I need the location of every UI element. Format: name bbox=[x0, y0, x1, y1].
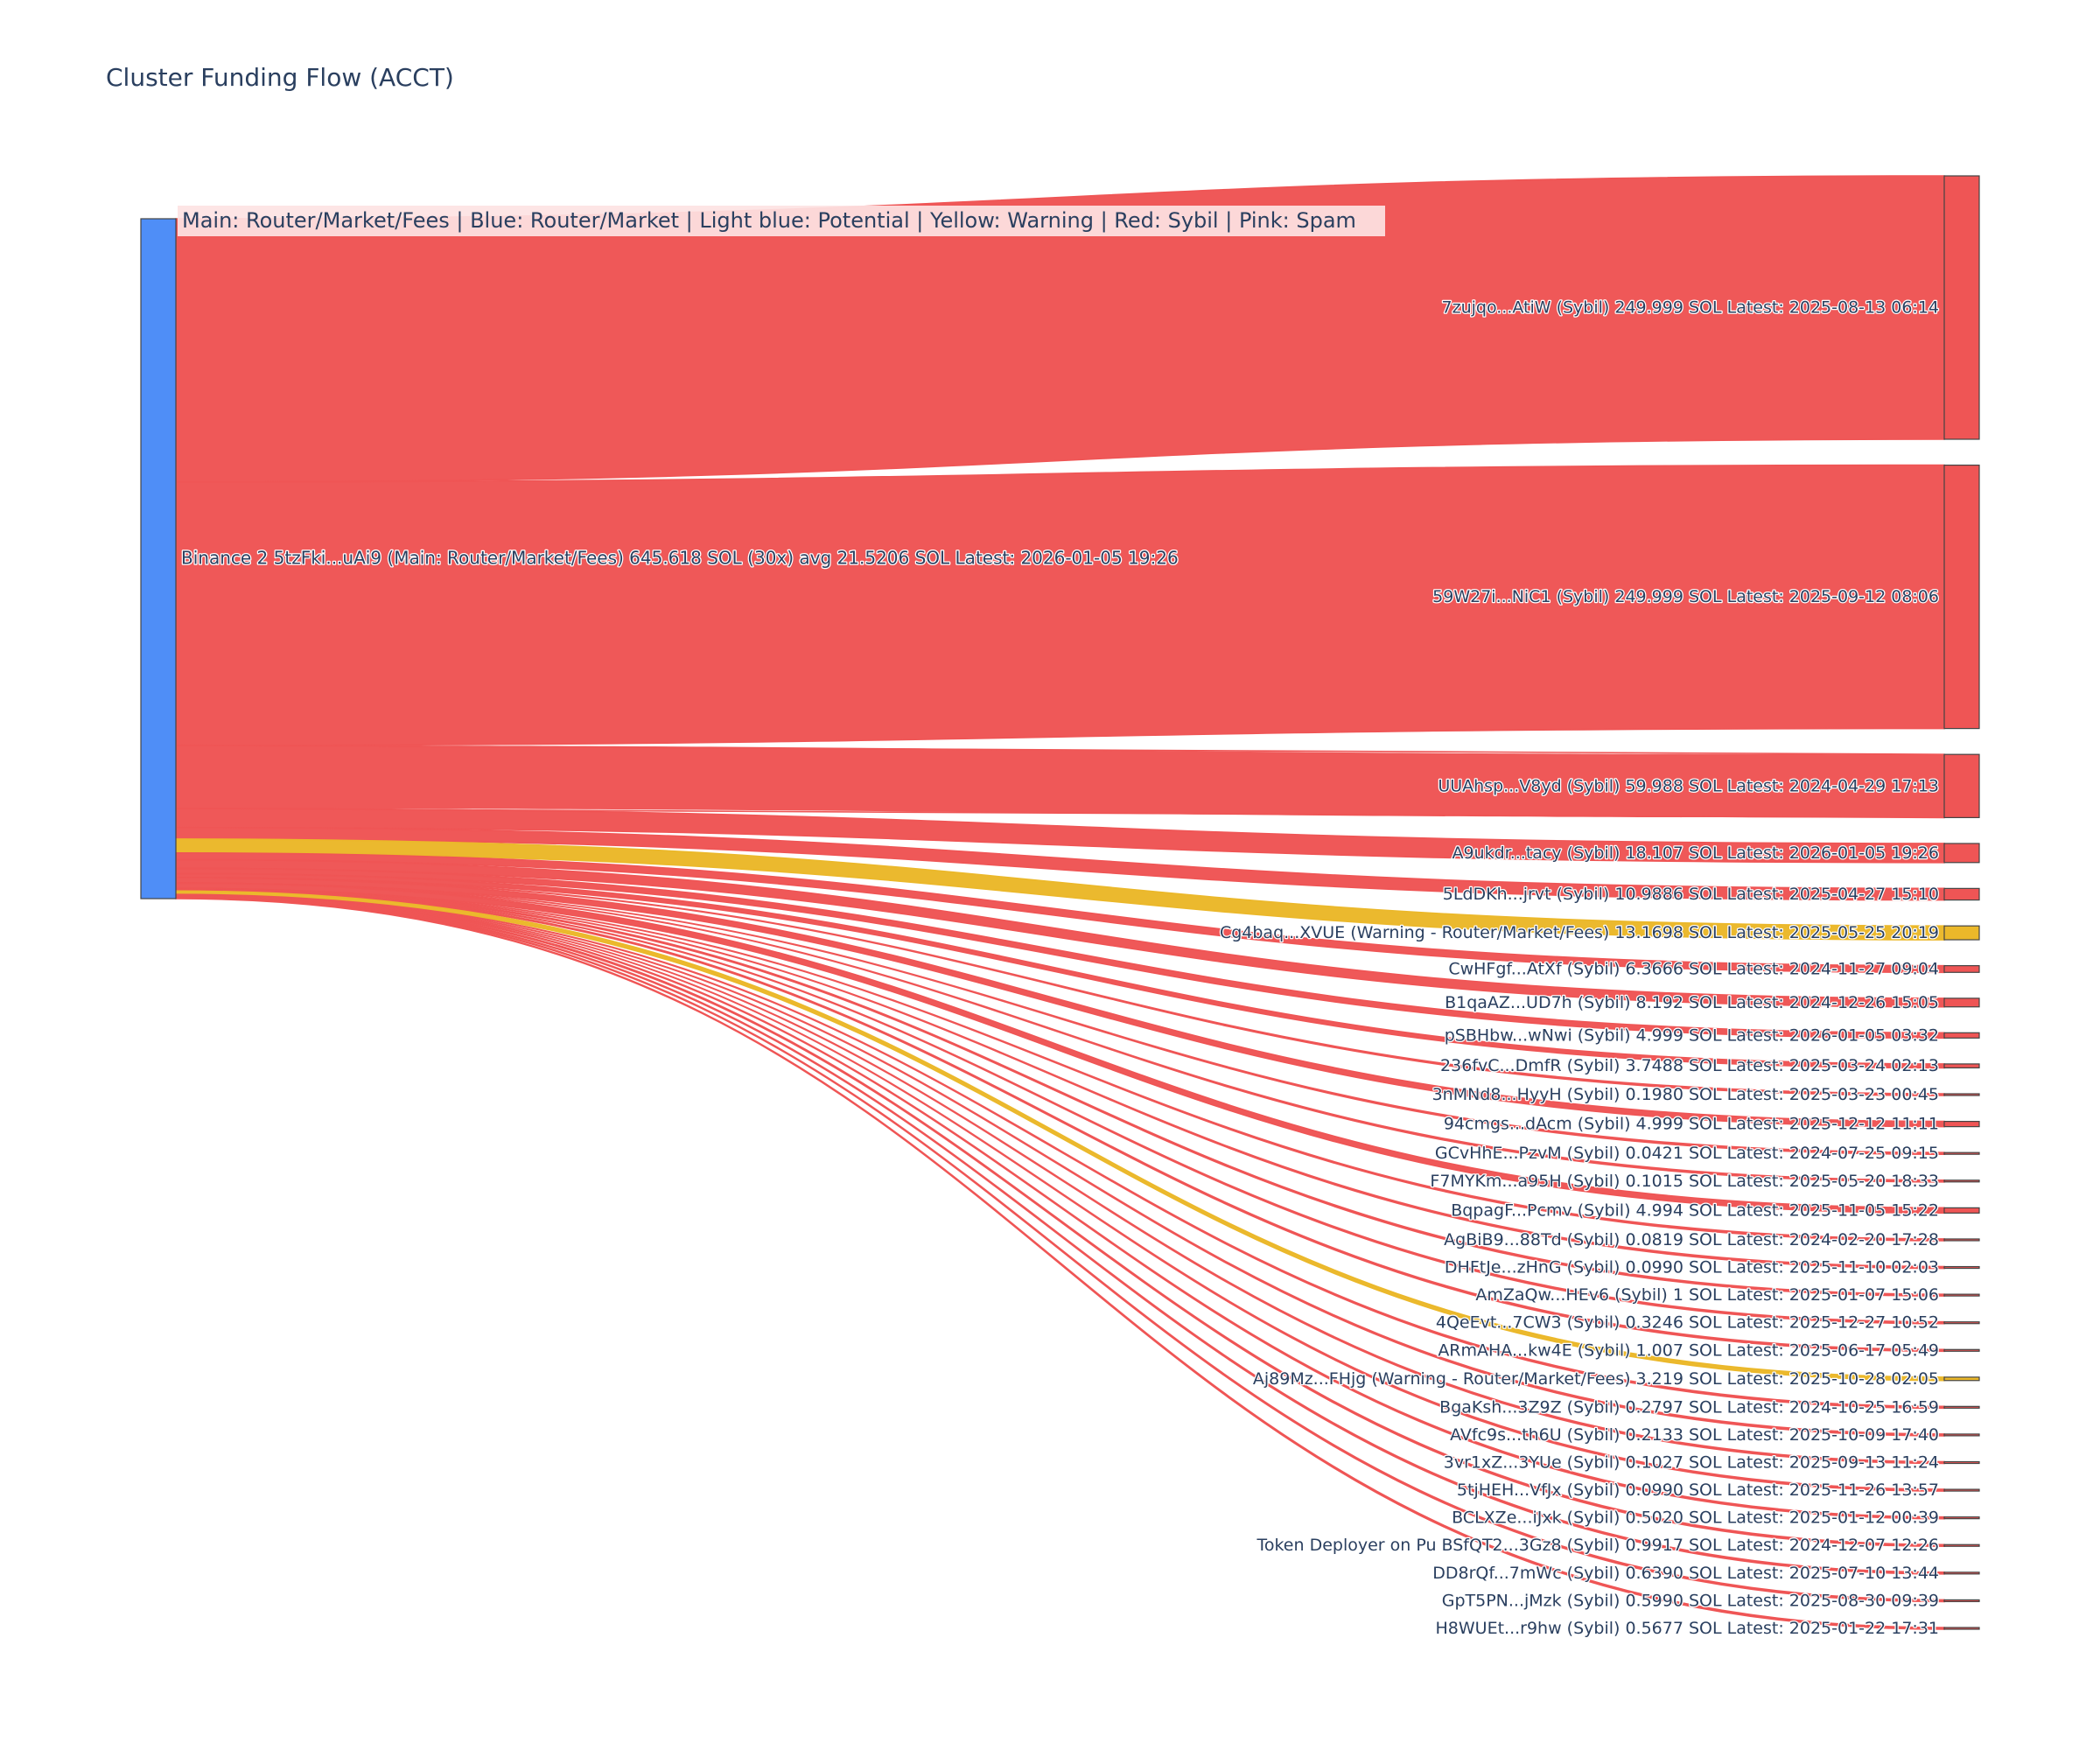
target-node[interactable] bbox=[1943, 843, 1980, 864]
target-node[interactable] bbox=[1943, 1207, 1980, 1214]
target-node-label: CwHFgf...AtXf (Sybil) 6.3666 SOL Latest:… bbox=[1448, 959, 1939, 978]
target-node[interactable] bbox=[1943, 965, 1980, 973]
target-node-label: 3vr1xZ...3YUe (Sybil) 0.1027 SOL Latest:… bbox=[1444, 1452, 1939, 1472]
target-node[interactable] bbox=[1943, 1488, 1980, 1492]
target-node[interactable] bbox=[1943, 1433, 1980, 1437]
target-node[interactable] bbox=[1943, 1376, 1980, 1382]
target-node-label: 236fvC...DmfR (Sybil) 3.7488 SOL Latest:… bbox=[1440, 1056, 1939, 1075]
target-node[interactable] bbox=[1943, 175, 1980, 440]
target-node-label: Cg4baq...XVUE (Warning - Router/Market/F… bbox=[1220, 923, 1939, 942]
target-nodes-layer bbox=[1943, 175, 1980, 1630]
target-labels-layer: 7zujqo...AtiW (Sybil) 249.999 SOL Latest… bbox=[1219, 297, 1941, 1639]
target-node-label: DD8rQf...7mWc (Sybil) 0.6390 SOL Latest:… bbox=[1432, 1564, 1939, 1583]
target-node-label: BCLXZe...iJxk (Sybil) 0.5020 SOL Latest:… bbox=[1452, 1508, 1939, 1528]
legend-text: Main: Router/Market/Fees | Blue: Router/… bbox=[182, 208, 1356, 233]
target-node[interactable] bbox=[1943, 925, 1980, 941]
target-node-label: A9ukdr...tacy (Sybil) 18.107 SOL Latest:… bbox=[1452, 844, 1939, 863]
target-node[interactable] bbox=[1943, 998, 1980, 1008]
target-node[interactable] bbox=[1943, 1063, 1980, 1069]
target-node-label: 59W27i...NiC1 (Sybil) 249.999 SOL Latest… bbox=[1432, 587, 1939, 606]
target-node[interactable] bbox=[1943, 1093, 1980, 1096]
target-node-label: F7MYKm...a95H (Sybil) 0.1015 SOL Latest:… bbox=[1430, 1172, 1939, 1191]
target-node[interactable] bbox=[1943, 1120, 1980, 1128]
target-node-label: AmZaQw...HEv6 (Sybil) 1 SOL Latest: 2025… bbox=[1475, 1285, 1939, 1305]
target-node[interactable] bbox=[1943, 464, 1980, 730]
target-node[interactable] bbox=[1943, 1238, 1980, 1242]
target-node-label: Aj89Mz...FHjg (Warning - Router/Market/F… bbox=[1253, 1369, 1939, 1389]
target-node-label: B1qaAZ...UD7h (Sybil) 8.192 SOL Latest: … bbox=[1445, 993, 1939, 1012]
target-node[interactable] bbox=[1943, 1516, 1980, 1520]
source-node-layer bbox=[140, 218, 177, 900]
target-node-label: 4QeEvt...7CW3 (Sybil) 0.3246 SOL Latest:… bbox=[1436, 1313, 1939, 1333]
target-node-label: BgaKsh...3Z9Z (Sybil) 0.2797 SOL Latest:… bbox=[1439, 1397, 1939, 1417]
target-node[interactable] bbox=[1943, 753, 1980, 818]
chart-title: Cluster Funding Flow (ACCT) bbox=[106, 63, 454, 92]
target-node-label: 5LdDKh...jrvt (Sybil) 10.9886 SOL Latest… bbox=[1443, 885, 1939, 904]
source-node-label: Binance 2 5tzFki...uAi9 (Main: Router/Ma… bbox=[181, 548, 1179, 569]
target-node-label: UUAhsp...V8yd (Sybil) 59.988 SOL Latest:… bbox=[1438, 776, 1939, 795]
target-node-label: pSBHbw...wNwi (Sybil) 4.999 SOL Latest: … bbox=[1445, 1026, 1939, 1045]
target-node[interactable] bbox=[1943, 1180, 1980, 1183]
target-node[interactable] bbox=[1943, 887, 1980, 901]
target-node-label: ARmAHA...kw4E (Sybil) 1.007 SOL Latest: … bbox=[1438, 1340, 1939, 1360]
target-node-label: DHFtJe...zHnG (Sybil) 0.0990 SOL Latest:… bbox=[1445, 1258, 1939, 1278]
target-node[interactable] bbox=[1943, 1321, 1980, 1325]
target-node-label: AgBiB9...88Td (Sybil) 0.0819 SOL Latest:… bbox=[1444, 1230, 1939, 1250]
source-node[interactable] bbox=[140, 218, 177, 900]
target-node[interactable] bbox=[1943, 1348, 1980, 1352]
target-node[interactable] bbox=[1943, 1032, 1980, 1039]
target-node[interactable] bbox=[1943, 1572, 1980, 1575]
target-node-label: BqpagF...Pcmv (Sybil) 4.994 SOL Latest: … bbox=[1451, 1200, 1939, 1220]
target-node[interactable] bbox=[1943, 1405, 1980, 1409]
legend-background bbox=[178, 206, 1385, 236]
target-node-label: AVfc9s...th6U (Sybil) 0.2133 SOL Latest:… bbox=[1450, 1425, 1939, 1445]
legend-box: Main: Router/Market/Fees | Blue: Router/… bbox=[178, 206, 1385, 236]
target-node-label: GpT5PN...jMzk (Sybil) 0.5990 SOL Latest:… bbox=[1442, 1591, 1939, 1610]
target-node[interactable] bbox=[1943, 1152, 1980, 1155]
target-node[interactable] bbox=[1943, 1293, 1980, 1297]
target-node[interactable] bbox=[1943, 1599, 1980, 1603]
target-node-label: GCvHhE...PzvM (Sybil) 0.0421 SOL Latest:… bbox=[1435, 1144, 1939, 1163]
target-node[interactable] bbox=[1943, 1265, 1980, 1270]
target-node[interactable] bbox=[1943, 1460, 1980, 1465]
target-node-label: 3nMNd8...HyyH (Sybil) 0.1980 SOL Latest:… bbox=[1432, 1085, 1939, 1104]
target-node-label: 94cmgs...dAcm (Sybil) 4.999 SOL Latest: … bbox=[1444, 1115, 1939, 1134]
target-node-label: 5tjHEH...VfJx (Sybil) 0.0990 SOL Latest:… bbox=[1457, 1480, 1939, 1500]
links-layer bbox=[175, 175, 1945, 1630]
target-node-label: Token Deployer on Pu BSfQT2...3Gz8 (Sybi… bbox=[1256, 1536, 1939, 1555]
target-node[interactable] bbox=[1943, 1544, 1980, 1547]
target-node-label: H8WUEt...r9hw (Sybil) 0.5677 SOL Latest:… bbox=[1436, 1619, 1939, 1638]
target-node-label: 7zujqo...AtiW (Sybil) 249.999 SOL Latest… bbox=[1442, 298, 1939, 318]
target-node[interactable] bbox=[1943, 1627, 1980, 1630]
